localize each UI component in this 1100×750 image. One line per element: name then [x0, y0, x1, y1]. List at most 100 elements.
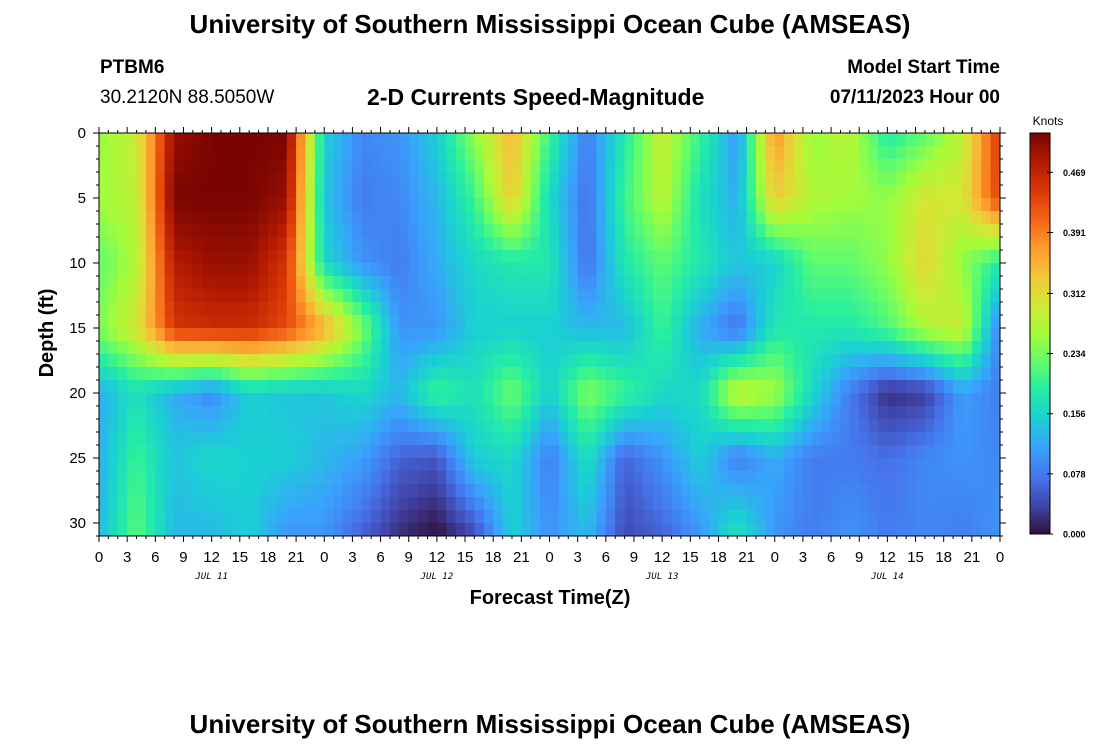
heatmap-cell: [239, 523, 250, 537]
heatmap-cell: [737, 380, 748, 394]
heatmap-cell: [802, 198, 813, 212]
heatmap-cell: [258, 367, 269, 381]
heatmap-cell: [399, 484, 410, 498]
heatmap-cell: [99, 523, 109, 537]
heatmap-cell: [755, 354, 766, 368]
heatmap-cell: [540, 354, 550, 368]
heatmap-cell: [643, 302, 654, 316]
heatmap-cell: [784, 471, 795, 485]
heatmap-cell: [249, 172, 260, 186]
heatmap-cell: [221, 510, 231, 524]
heatmap-cell: [324, 393, 335, 407]
heatmap-cell: [436, 133, 447, 147]
heatmap-cell: [352, 328, 363, 342]
heatmap-cell: [887, 406, 898, 420]
heatmap-cell: [286, 328, 297, 342]
heatmap-cell: [849, 406, 860, 420]
heatmap-cell: [474, 146, 485, 160]
heatmap-cell: [483, 341, 494, 355]
heatmap-cell: [652, 237, 663, 251]
heatmap-cell: [802, 380, 813, 394]
heatmap-cell: [427, 367, 438, 381]
heatmap-cell: [840, 224, 851, 238]
heatmap-cell: [765, 380, 776, 394]
heatmap-cell: [568, 406, 579, 420]
heatmap-cell: [558, 341, 569, 355]
heatmap-cell: [821, 224, 832, 238]
heatmap-cell: [680, 393, 691, 407]
heatmap-cell: [831, 523, 841, 537]
heatmap-cell: [183, 393, 194, 407]
heatmap-cell: [755, 380, 766, 394]
heatmap-cell: [389, 159, 400, 173]
heatmap-cell: [699, 289, 710, 303]
heatmap-cell: [258, 471, 269, 485]
heatmap-cell: [267, 445, 278, 459]
heatmap-cell: [305, 302, 316, 316]
heatmap-cell: [483, 237, 494, 251]
heatmap-cell: [483, 328, 494, 342]
heatmap-cell: [493, 211, 504, 225]
heatmap-cell: [934, 211, 945, 225]
heatmap-cell: [221, 198, 231, 212]
heatmap-cell: [784, 289, 795, 303]
heatmap-cell: [418, 315, 428, 329]
heatmap-cell: [784, 432, 795, 446]
heatmap-cell: [145, 497, 156, 511]
heatmap-cell: [652, 406, 663, 420]
heatmap-cell: [652, 276, 663, 290]
heatmap-cell: [802, 159, 813, 173]
heatmap-cell: [502, 250, 513, 264]
heatmap-cell: [643, 198, 654, 212]
heatmap-cell: [615, 471, 626, 485]
heatmap-cell: [211, 211, 222, 225]
heatmap-cell: [868, 224, 879, 238]
heatmap-cell: [314, 406, 325, 420]
heatmap-cell: [202, 510, 213, 524]
heatmap-cell: [906, 263, 917, 277]
heatmap-cell: [427, 211, 438, 225]
heatmap-cell: [446, 445, 457, 459]
heatmap-cell: [840, 302, 851, 316]
heatmap-cell: [483, 445, 494, 459]
heatmap-cell: [145, 198, 156, 212]
heatmap-cell: [502, 393, 513, 407]
heatmap-cell: [990, 198, 1001, 212]
heatmap-cell: [774, 380, 785, 394]
heatmap-cell: [896, 497, 907, 511]
heatmap-cell: [633, 263, 644, 277]
heatmap-cell: [558, 510, 569, 524]
heatmap-cell: [962, 276, 973, 290]
heatmap-cell: [802, 263, 813, 277]
heatmap-cell: [784, 445, 795, 459]
heatmap-cell: [502, 172, 513, 186]
heatmap-cell: [399, 328, 410, 342]
heatmap-cell: [418, 523, 428, 537]
heatmap-cell: [821, 419, 832, 433]
heatmap-cell: [192, 367, 203, 381]
heatmap-cell: [192, 458, 203, 472]
heatmap-cell: [474, 458, 485, 472]
heatmap-cell: [812, 510, 823, 524]
heatmap-cell: [812, 211, 823, 225]
heatmap-cell: [587, 276, 597, 290]
heatmap-cell: [408, 302, 419, 316]
heatmap-cell: [568, 211, 579, 225]
heatmap-cell: [615, 263, 626, 277]
heatmap-cell: [530, 263, 541, 277]
heatmap-cell: [953, 315, 963, 329]
heatmap-cell: [249, 484, 260, 498]
heatmap-cell: [465, 172, 475, 186]
heatmap-cell: [943, 328, 954, 342]
heatmap-cell: [117, 406, 128, 420]
heatmap-cell: [380, 471, 391, 485]
heatmap-cell: [277, 497, 288, 511]
heatmap-cell: [652, 354, 663, 368]
heatmap-cell: [127, 471, 138, 485]
heatmap-cell: [746, 484, 757, 498]
heatmap-cell: [221, 367, 231, 381]
heatmap-cell: [906, 419, 917, 433]
heatmap-cell: [549, 510, 560, 524]
heatmap-cell: [549, 341, 560, 355]
heatmap-cell: [671, 380, 682, 394]
